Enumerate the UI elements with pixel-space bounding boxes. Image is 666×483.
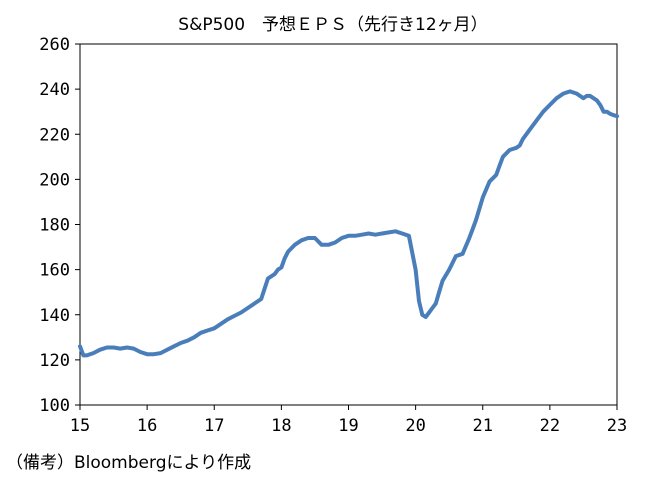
x-tick-label: 21 (473, 416, 493, 436)
y-tick-label: 180 (39, 216, 70, 236)
y-tick-label: 160 (39, 261, 70, 281)
y-axis-ticks: 100 120 140 160 180 200 220 240 260 (39, 35, 80, 416)
x-tick-label: 16 (137, 416, 157, 436)
x-tick-label: 18 (271, 416, 291, 436)
y-tick-label: 200 (39, 170, 70, 190)
y-tick-label: 100 (39, 396, 70, 416)
x-tick-label: 15 (70, 416, 90, 436)
y-tick-label: 140 (39, 306, 70, 326)
x-tick-label: 23 (607, 416, 627, 436)
y-tick-label: 120 (39, 351, 70, 371)
y-tick-label: 260 (39, 35, 70, 55)
x-tick-label: 20 (405, 416, 425, 436)
series-line-eps (78, 89, 619, 358)
x-tick-label: 19 (338, 416, 358, 436)
chart-title: S&P500 予想ＥＰＳ（先行き12ヶ月） (178, 15, 488, 35)
plot-area (78, 89, 619, 358)
x-tick-label: 22 (540, 416, 560, 436)
chart-axes (79, 43, 618, 406)
x-axis-ticks: 15 16 17 18 19 20 21 22 23 (70, 405, 627, 436)
y-tick-label: 240 (39, 80, 70, 100)
plot-frame (79, 43, 618, 406)
source-note: （備考）Bloombergにより作成 (6, 453, 252, 473)
x-tick-label: 17 (204, 416, 224, 436)
y-tick-label: 220 (39, 125, 70, 145)
